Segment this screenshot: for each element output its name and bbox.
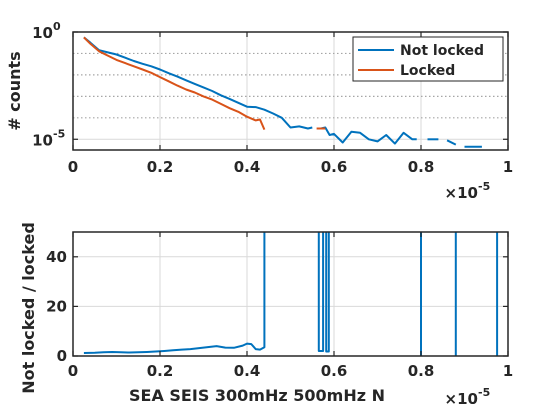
x-tick-label: 0 <box>68 158 78 176</box>
x-tick-label: 0.8 <box>408 362 435 380</box>
x-multiplier: ×10 <box>445 184 478 202</box>
x-tick-label: 0 <box>68 362 78 380</box>
y-tick-label-exponent: 0 <box>53 20 61 33</box>
legend-label-locked: Locked <box>400 63 455 79</box>
series-line-locked <box>83 36 266 130</box>
series-group <box>83 232 499 356</box>
ratio-plot: 0 0.2 0.4 0.6 0.8 1 0 20 40 ×10 -5 SEA SEIS 300mHz … <box>19 222 513 408</box>
y-axis-label: # counts <box>5 51 24 130</box>
y-tick-label: 0 <box>57 347 67 365</box>
ratio-line <box>317 232 325 352</box>
y-tick-label-base: 10 <box>32 131 53 149</box>
x-tick-label: 0.6 <box>321 158 348 176</box>
axes-box <box>72 231 509 357</box>
ratio-line <box>325 232 330 353</box>
x-axis-label: SEA SEIS 300mHz 500mHz N <box>129 386 385 405</box>
x-tick-label: 0.6 <box>321 362 348 380</box>
y-tick-label: 40 <box>46 248 67 266</box>
x-multiplier-exponent: -5 <box>478 180 490 193</box>
legend-label-not-locked: Not locked <box>400 43 484 59</box>
series-line-not-locked <box>83 36 313 130</box>
legend: Not locked Locked <box>352 36 504 82</box>
y-tick-label: 20 <box>46 297 67 315</box>
legend-box <box>352 36 504 82</box>
series-line-not-locked <box>446 139 457 146</box>
axes-box <box>72 31 509 151</box>
x-tick-label: 0.8 <box>408 158 435 176</box>
ratio-line <box>83 232 266 354</box>
x-multiplier-exponent: -5 <box>478 386 490 399</box>
plot-area <box>73 232 508 356</box>
x-tick-label: 1 <box>503 362 513 380</box>
x-tick-label: 1 <box>503 158 513 176</box>
x-tick-label: 0.4 <box>234 158 261 176</box>
x-tick-label: 0.2 <box>147 158 174 176</box>
y-tick-label-exponent: -5 <box>53 127 65 140</box>
x-multiplier: ×10 <box>445 390 478 408</box>
x-tick-label: 0.4 <box>234 362 261 380</box>
x-tick-label: 0.2 <box>147 362 174 380</box>
y-tick-label-base: 10 <box>32 24 53 42</box>
y-axis-label: Not locked / locked <box>19 222 38 394</box>
series-line-not-locked <box>320 126 417 145</box>
